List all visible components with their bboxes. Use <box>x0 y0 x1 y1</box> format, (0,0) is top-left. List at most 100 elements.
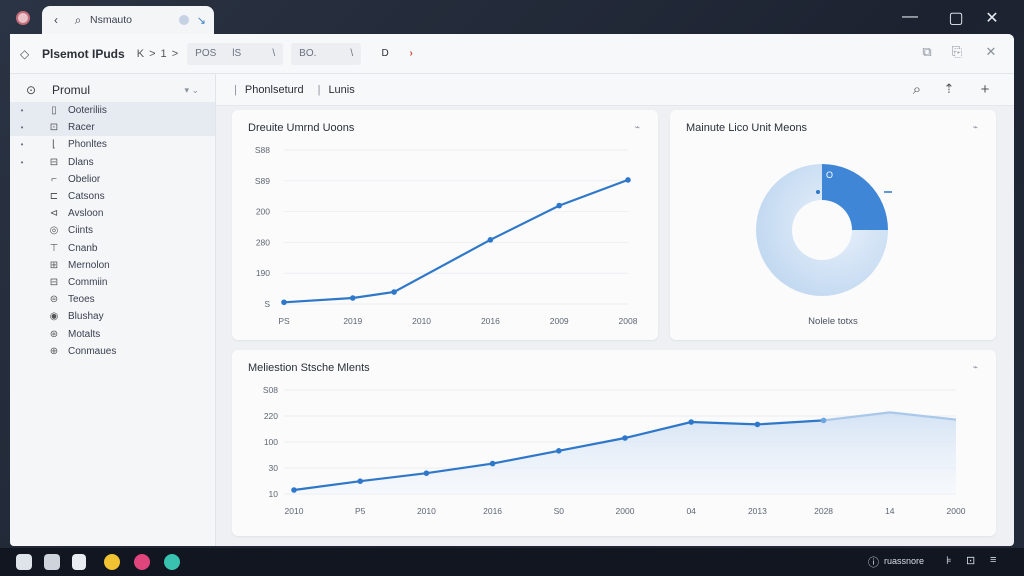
card-menu-icon[interactable]: ⌁ <box>972 122 978 132</box>
sidebar-item[interactable]: ⊞ Mernolon <box>10 257 215 274</box>
sidebar-item-icon: ⌊ <box>52 139 56 151</box>
x-tick-label: 2016 <box>483 506 502 516</box>
maximize-button[interactable]: ▢ <box>948 10 964 27</box>
back-arrow-icon[interactable]: ‹ <box>54 13 58 27</box>
toolbar-button-d[interactable]: D <box>381 48 389 59</box>
add-icon[interactable]: + <box>980 81 990 98</box>
chart-title: Meliestion Stsche Mlents <box>248 362 370 374</box>
sidebar-item[interactable]: • ▯ Ooteriliis <box>10 102 215 120</box>
sidebar-item[interactable]: ⊟ Commiin <box>10 274 215 291</box>
field-bo-end: \ <box>350 48 354 59</box>
card-menu-icon[interactable]: ⌁ <box>972 362 978 372</box>
toolbar-title: Plsemot IPuds <box>42 46 125 61</box>
sidebar-item-icon: ⊟ <box>49 156 59 168</box>
field-pos-value: POS <box>195 48 217 59</box>
slice-label: O <box>826 170 833 180</box>
subbar-item-2[interactable]: Lunis <box>328 83 355 96</box>
search-icon[interactable]: ⌕ <box>912 81 922 98</box>
sidebar-item-icon: ◉ <box>49 311 59 323</box>
network-icon[interactable]: ⊧ <box>946 555 952 567</box>
sidebar-item-label: Phonltes <box>68 139 107 151</box>
sidebar-item[interactable]: ⌐ Obelior <box>10 171 215 188</box>
sidebar-item[interactable]: ⊛ Motalts <box>10 325 215 342</box>
teal-app-icon[interactable] <box>164 554 180 570</box>
sidebar-item[interactable]: ⊕ Conmaues <box>10 343 215 360</box>
pink-app-icon[interactable] <box>134 554 150 570</box>
sidebar-item[interactable]: ⊲ Avsloon <box>10 205 215 222</box>
search-icon[interactable]: ⌕ <box>74 12 82 27</box>
sidebar-options-icon[interactable]: ▾ ⌄ <box>184 84 199 95</box>
sidebar-item-label: Racer <box>68 122 95 134</box>
tab-close-button[interactable]: ↘ <box>196 14 206 27</box>
taskbar: ⓘ ruassnore ⊧ ⊡ ≡ <box>0 548 1024 576</box>
tab-label: Nsmauto <box>90 14 133 26</box>
donut-caption: Nolele totxs <box>808 316 858 327</box>
y-tick-label: 100 <box>264 437 278 447</box>
trash-icon[interactable] <box>44 554 60 570</box>
data-point <box>489 460 496 467</box>
sidebar-item[interactable]: ◎ Ciints <box>10 222 215 239</box>
field-pos[interactable]: POS lS \ <box>187 42 284 65</box>
breadcrumb-nav[interactable]: K > 1 > <box>136 47 180 60</box>
sidebar-item[interactable]: ◉ Blushay <box>10 308 215 325</box>
close-window-button[interactable]: ✕ <box>985 10 999 27</box>
x-tick-label: 2009 <box>550 316 569 326</box>
field-bo[interactable]: BO. \ <box>291 42 362 65</box>
sidebar-title: Promul <box>52 83 91 97</box>
sidebar-header[interactable]: ⊙ Promul ▾ ⌄ <box>10 74 215 106</box>
y-tick-label: S <box>264 299 270 309</box>
sidebar-item[interactable]: • ⌊ Phonltes <box>10 136 215 153</box>
terminal-icon[interactable] <box>72 554 86 570</box>
x-tick-label: 2016 <box>481 316 500 326</box>
sidebar-item-label: Teoes <box>68 294 95 306</box>
data-point <box>556 202 562 209</box>
sidebar-item-icon: ⊲ <box>49 208 59 220</box>
sidebar-item[interactable]: ⊜ Teoes <box>10 291 215 308</box>
expand-icon[interactable]: ⧉ <box>922 44 932 59</box>
menu-icon[interactable]: ≡ <box>990 554 997 566</box>
data-point <box>350 295 356 301</box>
sidebar-item-label: Dlans <box>68 156 94 168</box>
card-menu-icon[interactable]: ⌁ <box>634 122 640 132</box>
close-icon[interactable]: ✕ <box>985 44 997 59</box>
subbar-item-1[interactable]: Phonlseturd <box>244 83 304 96</box>
folder-icon[interactable] <box>16 554 32 570</box>
main-toolbar: ◇ Plsemot IPuds K > 1 > POS lS \ BO. \ D… <box>10 34 1014 74</box>
browser-tab[interactable]: ‹ ⌕ Nsmauto ↘ <box>42 6 214 34</box>
minimize-button[interactable]: — <box>902 8 918 25</box>
x-tick-label: 2010 <box>412 316 431 326</box>
sidebar-item[interactable]: • ⊟ Dlans <box>10 154 215 171</box>
app-logo-icon[interactable] <box>16 11 30 25</box>
data-point <box>625 177 631 183</box>
sidebar-item-icon: ▯ <box>51 105 57 117</box>
sidebar-item[interactable]: • ⊡ Racer <box>10 119 215 137</box>
export-icon[interactable]: ⇡ <box>943 81 955 96</box>
y-tick-label: S89 <box>255 176 270 186</box>
area-chart: S08 220 100 30 10 2010 P5 2010 2016 S0 2000 04 2013 2… <box>263 385 966 516</box>
sidebar-item-icon: ⊛ <box>49 328 59 340</box>
x-tick-label: 14 <box>885 506 895 516</box>
title-bar: ‹ ⌕ Nsmauto ↘ — ▢ ✕ <box>0 0 1024 34</box>
bullet-icon: • <box>20 157 24 167</box>
y-tick-label: 200 <box>256 207 270 217</box>
settings-icon[interactable]: ◇ <box>20 46 30 61</box>
field-bo-value: BO. <box>299 48 317 59</box>
x-tick-label: 2010 <box>285 506 304 516</box>
sidebar-item-label: Cnanb <box>68 242 98 254</box>
sidebar-item-icon: ⊡ <box>49 122 59 134</box>
toolbar-button-next[interactable]: › <box>409 48 413 59</box>
y-tick-label: 190 <box>256 268 270 278</box>
sidebar-item-label: Obelior <box>68 173 101 185</box>
y-tick-label: 30 <box>269 463 279 473</box>
data-point <box>391 289 397 295</box>
info-icon[interactable]: ⓘ <box>868 557 879 569</box>
location-icon: ⊙ <box>26 83 37 97</box>
yellow-app-icon[interactable] <box>104 554 120 570</box>
sidebar-item[interactable]: ⊤ Cnanb <box>10 240 215 257</box>
sidebar-item[interactable]: ⊏ Catsons <box>10 188 215 205</box>
sidebar-item-label: Mernolon <box>68 259 110 271</box>
sidebar: ⊙ Promul ▾ ⌄ • ▯ Ooteriliis • ⊡ Racer • ⌊ Phonlt… <box>10 74 216 546</box>
copy-icon[interactable]: ⎘ <box>951 44 963 59</box>
sound-icon[interactable]: ⊡ <box>966 555 976 567</box>
app-window: ◇ Plsemot IPuds K > 1 > POS lS \ BO. \ D… <box>10 34 1014 546</box>
